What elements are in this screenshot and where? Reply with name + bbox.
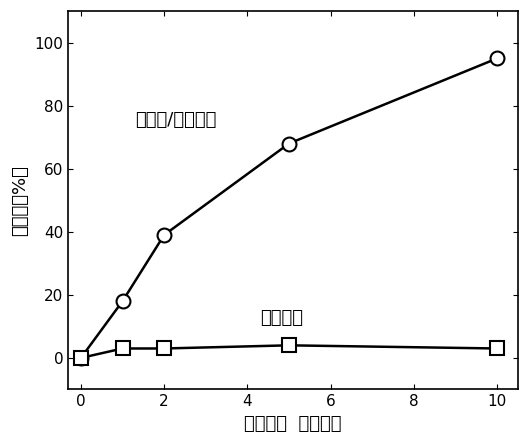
X-axis label: 反应时间  （分钟）: 反应时间 （分钟）	[244, 415, 342, 433]
Text: 催化剂/亚硫酸盐: 催化剂/亚硫酸盐	[135, 111, 216, 129]
Text: 亚硫酸盐: 亚硫酸盐	[260, 309, 303, 327]
Y-axis label: 去除率（%）: 去除率（%）	[11, 165, 29, 236]
